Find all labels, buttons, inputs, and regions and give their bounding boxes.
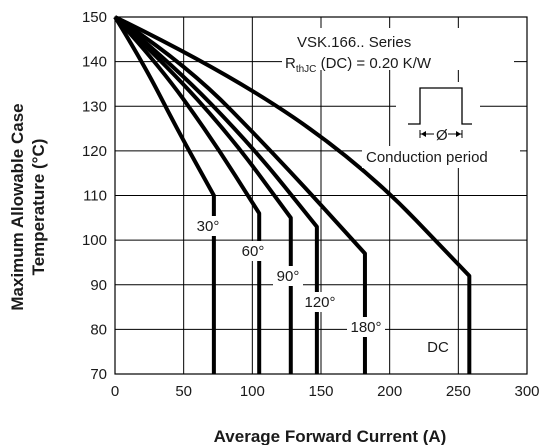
curve-label-60°: 60° xyxy=(242,243,265,260)
series-line-90° xyxy=(113,15,293,374)
x-tick-label: 100 xyxy=(240,383,265,400)
y-tick-label: 130 xyxy=(82,98,107,115)
plot-frame xyxy=(114,16,528,375)
svg-text:Ø: Ø xyxy=(436,127,448,144)
x-axis-label: Average Forward Current (A) xyxy=(214,427,447,445)
y-axis-label-line1: Maximum Allowable Case xyxy=(8,103,27,310)
x-tick-label: 50 xyxy=(175,383,192,400)
curve-label-180°: 180° xyxy=(350,319,381,336)
y-tick-label: 80 xyxy=(90,321,107,338)
y-tick-label: 70 xyxy=(90,366,107,383)
curve-label-bg xyxy=(273,266,303,286)
x-tick-label: 200 xyxy=(377,383,402,400)
curve-label-DC: DC xyxy=(427,339,449,356)
y-axis-label-line2: Temperature (°C) xyxy=(29,139,48,276)
annotation-block: VSK.166.. Series RthJC (DC) = 0.20 K/W Ø… xyxy=(282,28,520,168)
x-tick-label: 0 xyxy=(111,383,119,400)
series-line-120° xyxy=(113,15,319,374)
y-tick-label: 140 xyxy=(82,54,107,71)
conduction-period-label: Conduction period xyxy=(366,149,488,166)
y-tick-label: 150 xyxy=(82,9,107,26)
curve-label-90°: 90° xyxy=(277,268,300,285)
conduction-period-icon: Ø xyxy=(408,87,472,144)
x-tick-label: 250 xyxy=(446,383,471,400)
x-tick-label: 300 xyxy=(514,383,539,400)
series-line-DC xyxy=(114,15,472,374)
series-line-30° xyxy=(113,15,216,374)
curves xyxy=(113,15,472,374)
x-tick-label: 150 xyxy=(308,383,333,400)
tick-labels: 0 50 100 150 200 250 300 70 80 90 100 110 120 130 140 1… xyxy=(82,9,540,400)
curve-label-bg xyxy=(301,292,339,312)
curve-label-bg xyxy=(193,216,223,236)
thermal-resistance-label: RthJC (DC) = 0.20 K/W xyxy=(285,55,432,75)
curve-label-120°: 120° xyxy=(304,294,335,311)
curve-label-bg xyxy=(238,241,268,261)
series-title: VSK.166.. Series xyxy=(297,34,411,51)
curve-label-bg xyxy=(427,337,449,357)
series-line-180° xyxy=(113,15,367,374)
y-tick-label: 100 xyxy=(82,232,107,249)
curve-label-30°: 30° xyxy=(197,218,220,235)
y-tick-label: 110 xyxy=(83,188,107,205)
curve-label-bg xyxy=(347,317,385,337)
y-tick-label: 90 xyxy=(90,277,107,294)
y-tick-label: 120 xyxy=(82,143,107,160)
curve-labels: 30° 60° 90°120° 180° DC xyxy=(193,216,449,357)
series-line-60° xyxy=(113,15,262,374)
